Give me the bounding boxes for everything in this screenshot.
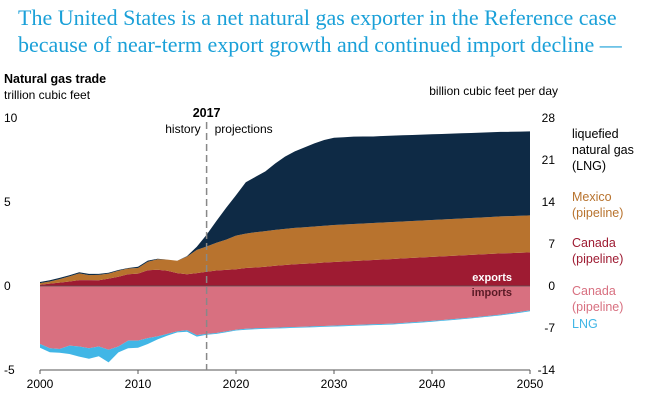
exports-label: exports: [472, 272, 512, 284]
axes-group: 2000 2010 2020 2030 2040 2050 10 5 0 -5 28 21 14 7 0 -7…: [4, 106, 555, 391]
divider-year-label: 2017: [193, 106, 221, 120]
legend-canada-exports-label: (pipeline): [572, 252, 623, 266]
legend-mexico-label: (pipeline): [572, 206, 623, 220]
left-y-tick-label: 0: [4, 279, 11, 293]
area-series-group: [40, 131, 530, 363]
left-y-tick-label: -5: [4, 363, 15, 377]
legend-canada-imports-label: (pipeline): [572, 300, 623, 314]
right-y-tick-label: 0: [548, 279, 555, 293]
x-tick-label: 2030: [321, 377, 348, 391]
x-tick-label: 2000: [27, 377, 54, 391]
left-y-tick-label: 5: [4, 195, 11, 209]
legend-canada-exports-label: Canada: [572, 236, 616, 250]
legend-lng-imports-label: LNG: [572, 317, 598, 331]
right-y-tick-label: -14: [538, 363, 556, 377]
headline: The United States is a net natural gas e…: [18, 4, 648, 58]
right-y-tick-label: 7: [548, 237, 555, 251]
legend-canada-imports-label: Canada: [572, 284, 616, 298]
legend-lng-exports-label: natural gas: [572, 143, 634, 157]
x-tick-label: 2050: [517, 377, 544, 391]
chart-title: Natural gas trade: [4, 72, 106, 86]
legend-mexico-label: Mexico: [572, 190, 612, 204]
left-y-tick-label: 10: [4, 111, 18, 125]
right-y-tick-label: 21: [542, 153, 556, 167]
headline-line-2: because of near-term export growth and c…: [18, 32, 622, 57]
area-mexico: [40, 215, 530, 285]
left-axis-unit: trillion cubic feet: [4, 88, 91, 102]
area-lng-imports: [40, 310, 530, 363]
x-tick-label: 2040: [419, 377, 446, 391]
right-y-tick-label: 28: [542, 111, 556, 125]
headline-line-1: The United States is a net natural gas e…: [18, 5, 617, 30]
legend-lng-exports-label: (LNG): [572, 159, 606, 173]
imports-label: imports: [472, 287, 512, 299]
projections-label: projections: [215, 122, 273, 136]
area-canada-imports: [40, 286, 530, 350]
area-canada-exports: [40, 252, 530, 286]
legend-lng-exports-label: liquefied: [572, 127, 619, 141]
right-y-tick-label: -7: [544, 321, 555, 335]
area-lng-exports: [40, 131, 530, 284]
x-tick-label: 2020: [223, 377, 250, 391]
right-axis-unit: billion cubic feet per day: [429, 84, 558, 98]
right-y-tick-label: 14: [542, 195, 556, 209]
x-tick-label: 2010: [125, 377, 152, 391]
legend: liquefied natural gas (LNG) Mexico (pipeline…: [572, 127, 634, 331]
history-label: history: [165, 122, 200, 136]
